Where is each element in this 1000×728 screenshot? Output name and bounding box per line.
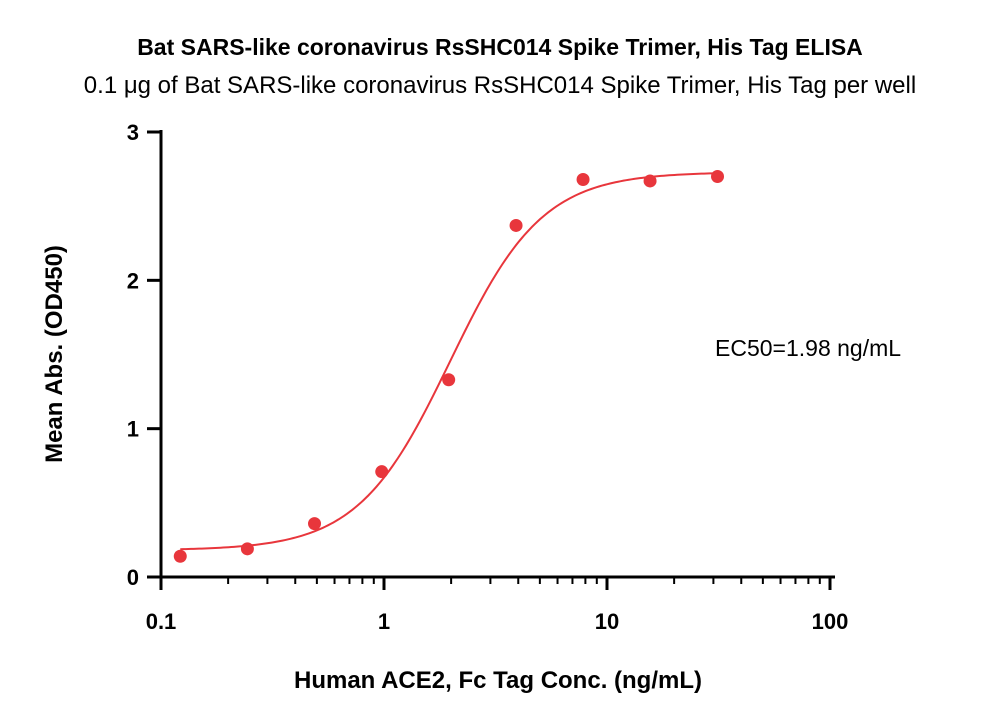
axes [159,130,835,579]
points-layer [173,170,725,563]
y-tick-label: 2 [127,268,139,293]
x-tick-label: 10 [595,609,619,634]
fit-layer [180,172,718,551]
data-point [509,218,523,232]
data-point [643,174,657,188]
data-point [576,172,590,186]
fit-curve [180,172,718,551]
data-point [173,549,187,563]
y-tick-label: 0 [127,565,139,590]
ec50-annotation: EC50=1.98 ng/mL [715,335,901,361]
y-axis-title: Mean Abs. (OD450) [41,245,68,463]
x-tick-label: 1 [378,609,390,634]
data-point [375,465,389,479]
y-tick-label: 1 [127,417,139,442]
data-point [442,373,456,387]
data-point [711,170,725,183]
data-point [308,517,322,531]
x-tick-label: 100 [812,609,849,634]
chart-subtitle: 0.1 μg of Bat SARS-like coronavirus RsSH… [83,72,917,99]
ticks: 0 1 2 3 0.1 1 10 100 [127,120,849,634]
chart-title: Bat SARS-like coronavirus RsSHC014 Spike… [137,34,863,60]
x-tick-label: 0.1 [146,609,177,634]
data-point [240,542,254,556]
x-axis-title: Human ACE2, Fc Tag Conc. (ng/mL) [294,667,702,694]
y-tick-label: 3 [127,120,139,145]
